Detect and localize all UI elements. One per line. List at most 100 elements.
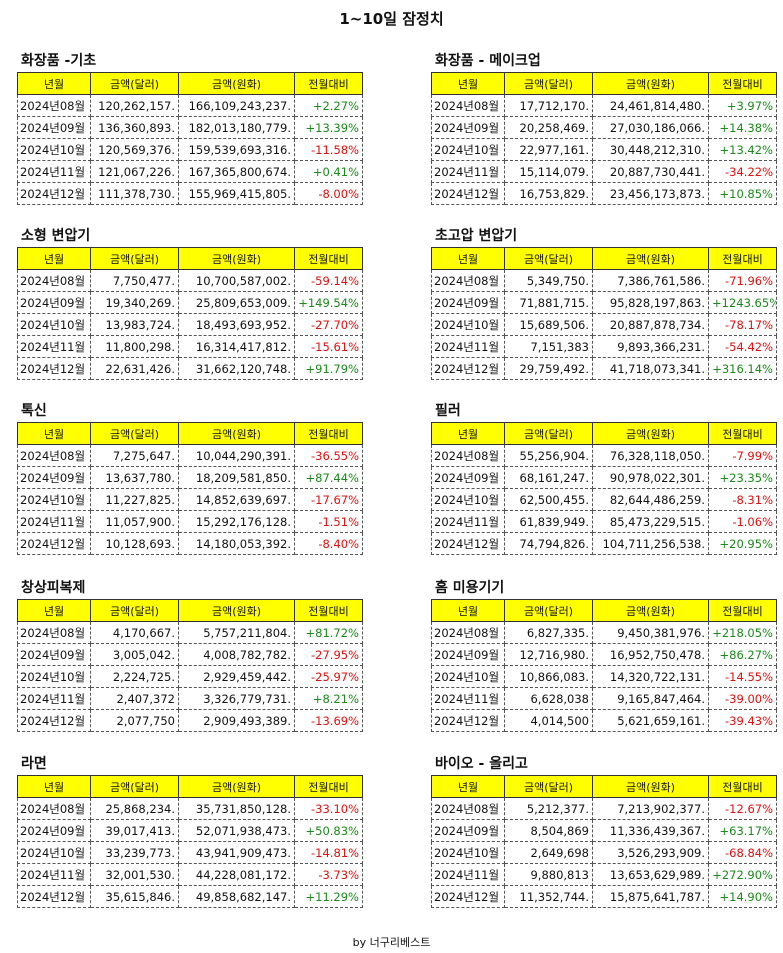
usd-amount-cell: 15,114,079. xyxy=(504,160,593,183)
krw-amount-cell: 20,887,730,441. xyxy=(592,160,709,183)
krw-amount-cell: 18,493,693,952. xyxy=(178,313,295,336)
table-row: 2024년11월 7,151,383 9,893,366,231. -54.42% xyxy=(431,335,777,358)
table-row: 2024년09월 3,005,042. 4,008,782,782. -27.95% xyxy=(17,643,363,666)
column-header: 금액(원화) xyxy=(178,72,295,95)
table-row: 2024년08월 7,275,647. 10,044,290,391. -36.55% xyxy=(17,444,363,467)
krw-amount-cell: 5,757,211,804. xyxy=(178,621,295,644)
footer-credit: by 너구리베스트 xyxy=(352,936,431,949)
usd-amount-cell: 11,057,900. xyxy=(90,510,179,533)
panel-title: 소형 변압기 xyxy=(21,228,91,244)
table-row: 2024년10월 2,649,698 3,526,293,909. -68.84% xyxy=(431,841,777,864)
usd-amount-cell: 13,637,780. xyxy=(90,466,179,489)
month-cell: 2024년10월 xyxy=(431,488,505,511)
column-header: 금액(달러) xyxy=(504,775,593,798)
mom-change-cell: -13.69% xyxy=(294,709,363,732)
krw-amount-cell: 182,013,180,779. xyxy=(178,116,295,139)
mom-change-cell: +86.27% xyxy=(708,643,777,666)
month-cell: 2024년08월 xyxy=(431,94,505,117)
krw-amount-cell: 10,044,290,391. xyxy=(178,444,295,467)
krw-amount-cell: 4,008,782,782. xyxy=(178,643,295,666)
column-header: 금액(원화) xyxy=(592,422,709,445)
usd-amount-cell: 22,631,426. xyxy=(90,357,179,380)
month-cell: 2024년11월 xyxy=(17,863,91,886)
column-header: 년월 xyxy=(431,247,505,270)
krw-amount-cell: 24,461,814,480. xyxy=(592,94,709,117)
panel-title: 초고압 변압기 xyxy=(435,228,518,244)
column-header: 금액(원화) xyxy=(592,599,709,622)
mom-change-cell: +1243.65% xyxy=(708,291,777,314)
mom-change-cell: +91.79% xyxy=(294,357,363,380)
usd-amount-cell: 111,378,730. xyxy=(90,182,179,205)
table-row: 2024년10월 22,977,161. 30,448,212,310. +13.42… xyxy=(431,138,777,161)
mom-change-cell: -39.43% xyxy=(708,709,777,732)
column-header: 금액(원화) xyxy=(592,775,709,798)
table-row: 2024년09월 71,881,715. 95,828,197,863. +1243.… xyxy=(431,291,777,314)
mom-change-cell: +81.72% xyxy=(294,621,363,644)
month-cell: 2024년09월 xyxy=(431,116,505,139)
mom-change-cell: +8.21% xyxy=(294,687,363,710)
mom-change-cell: +316.14% xyxy=(708,357,777,380)
table-row: 2024년10월 120,569,376. 159,539,693,316. -11.… xyxy=(17,138,363,161)
month-cell: 2024년12월 xyxy=(431,532,505,555)
month-cell: 2024년12월 xyxy=(17,357,91,380)
mom-change-cell: +63.17% xyxy=(708,819,777,842)
krw-amount-cell: 52,071,938,473. xyxy=(178,819,295,842)
panel-title: 홈 미용기기 xyxy=(435,580,505,596)
data-table: 년월 금액(달러) 금액(원화) 전월대비 2024년08월 25,868,234. 35,… xyxy=(17,775,363,908)
table-row: 2024년08월 25,868,234. 35,731,850,128. -33.10… xyxy=(17,797,363,820)
panel-title: 창상피복제 xyxy=(21,580,86,596)
krw-amount-cell: 16,314,417,812. xyxy=(178,335,295,358)
data-table: 년월 금액(달러) 금액(원화) 전월대비 2024년08월 5,349,750. 7,38… xyxy=(431,247,777,380)
krw-amount-cell: 11,336,439,367. xyxy=(592,819,709,842)
column-header: 년월 xyxy=(17,72,91,95)
panel-title: 라면 xyxy=(21,756,47,772)
mom-change-cell: +0.41% xyxy=(294,160,363,183)
month-cell: 2024년10월 xyxy=(431,841,505,864)
usd-amount-cell: 10,128,693. xyxy=(90,532,179,555)
table-header-row: 년월 금액(달러) 금액(원화) 전월대비 xyxy=(431,775,777,798)
table-header-row: 년월 금액(달러) 금액(원화) 전월대비 xyxy=(17,72,363,95)
krw-amount-cell: 23,456,173,873. xyxy=(592,182,709,205)
month-cell: 2024년10월 xyxy=(17,138,91,161)
month-cell: 2024년11월 xyxy=(431,335,505,358)
table-header-row: 년월 금액(달러) 금액(원화) 전월대비 xyxy=(17,775,363,798)
krw-amount-cell: 90,978,022,301. xyxy=(592,466,709,489)
krw-amount-cell: 20,887,878,734. xyxy=(592,313,709,336)
table-row: 2024년11월 15,114,079. 20,887,730,441. -34.22… xyxy=(431,160,777,183)
column-header: 년월 xyxy=(17,775,91,798)
month-cell: 2024년09월 xyxy=(17,116,91,139)
krw-amount-cell: 10,700,587,002. xyxy=(178,269,295,292)
data-panel: 화장품 - 메이크업 년월 금액(달러) 금액(원화) 전월대비 2024년08월 17,7… xyxy=(431,50,777,205)
column-header: 금액(달러) xyxy=(90,599,179,622)
usd-amount-cell: 2,077,750 xyxy=(90,709,179,732)
usd-amount-cell: 4,014,500 xyxy=(504,709,593,732)
column-header: 년월 xyxy=(431,775,505,798)
data-panel: 창상피복제 년월 금액(달러) 금액(원화) 전월대비 2024년08월 4,170,667… xyxy=(17,577,363,732)
krw-amount-cell: 31,662,120,748. xyxy=(178,357,295,380)
table-row: 2024년11월 121,067,226. 167,365,800,674. +0.4… xyxy=(17,160,363,183)
table-row: 2024년08월 55,256,904. 76,328,118,050. -7.99% xyxy=(431,444,777,467)
data-table: 년월 금액(달러) 금액(원화) 전월대비 2024년08월 7,750,477. 10,7… xyxy=(17,247,363,380)
month-cell: 2024년08월 xyxy=(17,621,91,644)
krw-amount-cell: 14,180,053,392. xyxy=(178,532,295,555)
month-cell: 2024년12월 xyxy=(17,709,91,732)
usd-amount-cell: 33,239,773. xyxy=(90,841,179,864)
panel-title: 화장품 -기초 xyxy=(21,53,97,69)
mom-change-cell: +272.90% xyxy=(708,863,777,886)
krw-amount-cell: 155,969,415,805. xyxy=(178,182,295,205)
krw-amount-cell: 167,365,800,674. xyxy=(178,160,295,183)
usd-amount-cell: 39,017,413. xyxy=(90,819,179,842)
data-panel: 필러 년월 금액(달러) 금액(원화) 전월대비 2024년08월 55,256,904. 7… xyxy=(431,400,777,555)
table-row: 2024년12월 4,014,500 5,621,659,161. -39.43% xyxy=(431,709,777,732)
table-row: 2024년11월 2,407,372 3,326,779,731. +8.21% xyxy=(17,687,363,710)
month-cell: 2024년08월 xyxy=(17,797,91,820)
usd-amount-cell: 7,275,647. xyxy=(90,444,179,467)
month-cell: 2024년11월 xyxy=(431,510,505,533)
krw-amount-cell: 27,030,186,066. xyxy=(592,116,709,139)
mom-change-cell: +14.90% xyxy=(708,885,777,908)
krw-amount-cell: 104,711,256,538. xyxy=(592,532,709,555)
column-header: 전월대비 xyxy=(294,599,363,622)
column-header: 년월 xyxy=(17,422,91,445)
table-row: 2024년09월 19,340,269. 25,809,653,009. +149.5… xyxy=(17,291,363,314)
usd-amount-cell: 120,262,157. xyxy=(90,94,179,117)
